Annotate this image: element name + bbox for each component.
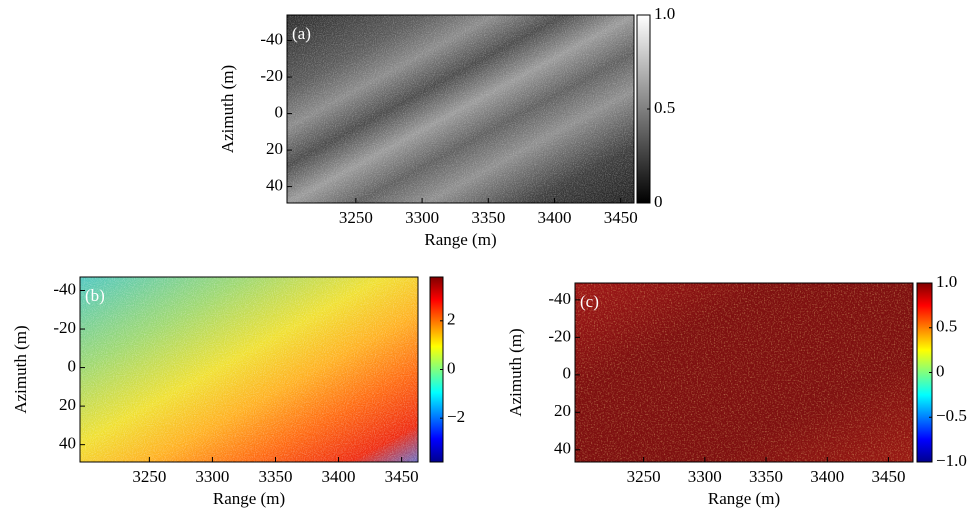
plot-frame — [286, 14, 635, 204]
x-tick-label: 3250 — [627, 467, 661, 486]
x-tick-label: 3350 — [471, 208, 505, 227]
x-tick-label: 3300 — [405, 208, 439, 227]
x-tick-label: 3400 — [538, 208, 572, 227]
x-tick-label: 3300 — [688, 467, 722, 486]
y-tick-label: 40 — [554, 439, 571, 458]
x-tick-label: 3400 — [810, 467, 844, 486]
y-tick-label: -20 — [260, 66, 283, 85]
x-tick-label: 3300 — [195, 467, 229, 486]
panel-label: (a) — [292, 24, 311, 43]
image-texture — [287, 15, 634, 203]
y-axis-label: Azimuth (m) — [506, 328, 525, 416]
x-tick-label: 3450 — [872, 467, 906, 486]
y-tick-label: 20 — [266, 139, 283, 158]
colorbar-tick-label: −1.0 — [936, 451, 967, 470]
colorbar-tick-label: 0.5 — [936, 317, 957, 336]
plot-frame — [79, 276, 419, 463]
y-tick-label: -40 — [260, 29, 283, 48]
colorbar-tick-label: −0.5 — [936, 406, 967, 425]
x-tick-label: 3250 — [132, 467, 166, 486]
colorbar-tick-label: 2 — [447, 310, 456, 329]
x-tick-label: 3350 — [749, 467, 783, 486]
panel-label: (b) — [85, 286, 105, 305]
y-tick-label: -20 — [53, 318, 76, 337]
colorbar-tick-label: 0.5 — [654, 98, 675, 117]
x-tick-label: 3450 — [385, 467, 419, 486]
y-axis-label: Azimuth (m) — [218, 65, 237, 153]
x-tick-label: 3250 — [339, 208, 373, 227]
y-tick-label: 0 — [275, 102, 284, 121]
colorbar-tick-label: 0 — [447, 358, 456, 377]
y-tick-label: 20 — [59, 395, 76, 414]
x-axis-label: Range (m) — [424, 230, 496, 249]
y-tick-label: 40 — [266, 175, 283, 194]
plot-frame — [574, 282, 914, 463]
y-tick-label: 0 — [563, 364, 572, 383]
colorbar-tick-label: 1.0 — [654, 4, 675, 23]
y-tick-label: 20 — [554, 401, 571, 420]
x-tick-label: 3350 — [258, 467, 292, 486]
x-tick-label: 3400 — [322, 467, 356, 486]
x-axis-label: Range (m) — [213, 489, 285, 508]
x-tick-label: 3450 — [604, 208, 638, 227]
panel-label: (c) — [580, 292, 599, 311]
colorbar-tick-label: 0 — [936, 361, 945, 380]
image-texture — [80, 277, 418, 462]
colorbar-tick-label: −2 — [447, 407, 465, 426]
colorbar-tick-label: 1.0 — [936, 272, 957, 291]
y-tick-label: 40 — [59, 434, 76, 453]
y-tick-label: -40 — [548, 289, 571, 308]
y-tick-label: -20 — [548, 326, 571, 345]
colorbar-tick-label: 0 — [654, 192, 663, 211]
x-axis-label: Range (m) — [708, 489, 780, 508]
y-tick-label: 0 — [68, 356, 77, 375]
y-tick-label: -40 — [53, 279, 76, 298]
image-texture — [575, 283, 913, 462]
y-axis-label: Azimuth (m) — [11, 325, 30, 413]
